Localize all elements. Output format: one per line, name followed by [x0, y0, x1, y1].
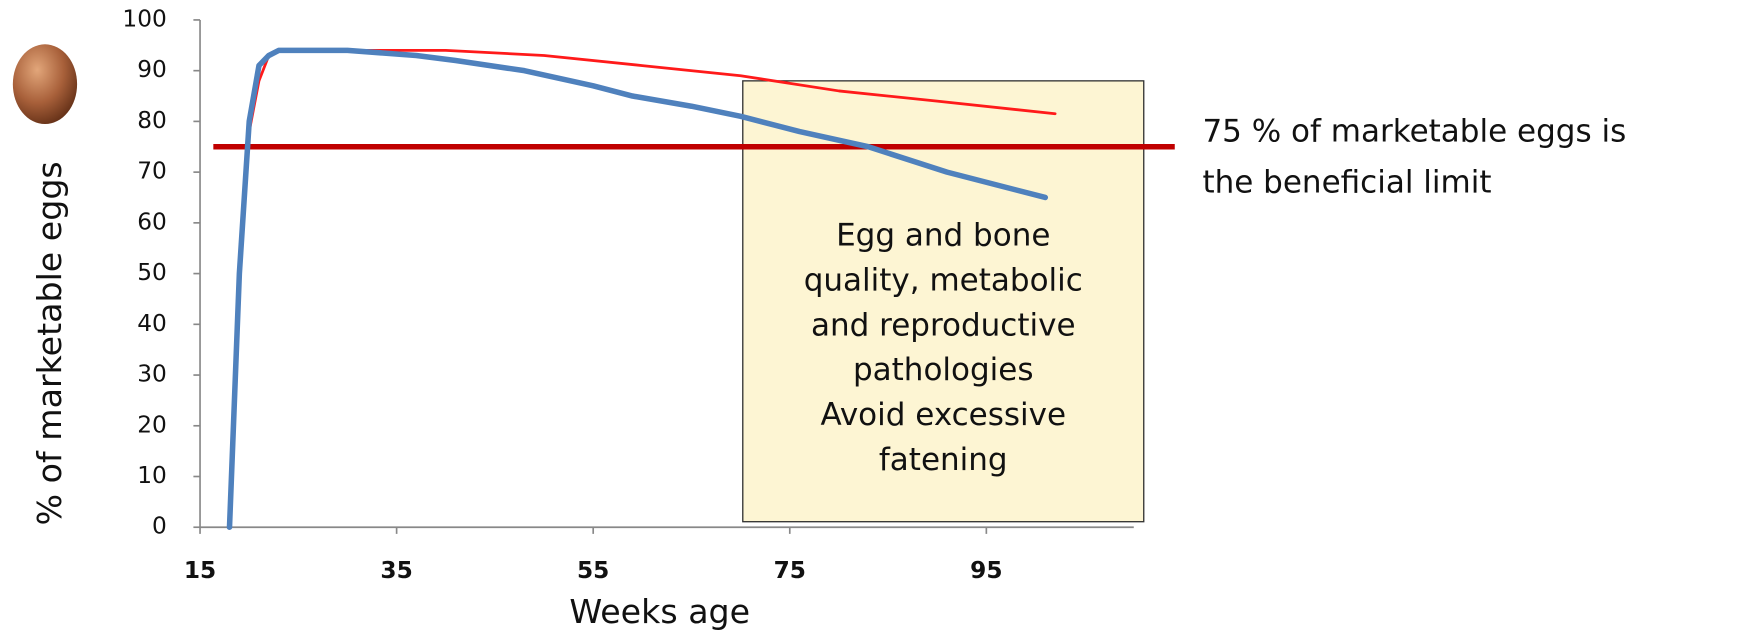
- annotation-text: the beneficial limit: [1202, 164, 1491, 200]
- y-tick-label: 60: [137, 208, 167, 235]
- annotation-box: [742, 80, 1145, 523]
- y-tick-label: 70: [137, 158, 167, 185]
- y-tick-label: 0: [152, 513, 167, 540]
- y-tick-label: 50: [137, 259, 167, 286]
- y-tick-label: 40: [137, 310, 167, 337]
- y-axis-title: % of marketable eggs: [30, 161, 69, 525]
- box-text: Avoid excessive: [820, 397, 1066, 433]
- x-tick-label: 35: [380, 557, 412, 584]
- x-tick-label: 15: [184, 557, 216, 584]
- x-tick-label: 75: [774, 557, 806, 584]
- annotation-text: 75 % of marketable eggs is: [1202, 113, 1626, 149]
- y-tick-label: 30: [137, 361, 167, 388]
- series-line: [226, 47, 1049, 531]
- box-text: Egg and bone: [836, 218, 1050, 254]
- y-tick-label: 10: [137, 462, 167, 489]
- x-tick-label: 55: [577, 557, 609, 584]
- x-axis-title: Weeks age: [569, 592, 750, 631]
- box-text: pathologies: [853, 352, 1034, 388]
- y-tick-label: 80: [137, 107, 167, 134]
- egg-icon: [12, 44, 78, 125]
- box-text: fatening: [879, 442, 1008, 478]
- x-tick-label: 95: [970, 557, 1002, 584]
- y-tick-label: 100: [122, 5, 166, 32]
- y-tick-label: 90: [137, 56, 167, 83]
- y-tick-label: 20: [137, 411, 167, 438]
- box-text: and reproductive: [811, 307, 1076, 343]
- box-text: quality, metabolic: [804, 262, 1083, 298]
